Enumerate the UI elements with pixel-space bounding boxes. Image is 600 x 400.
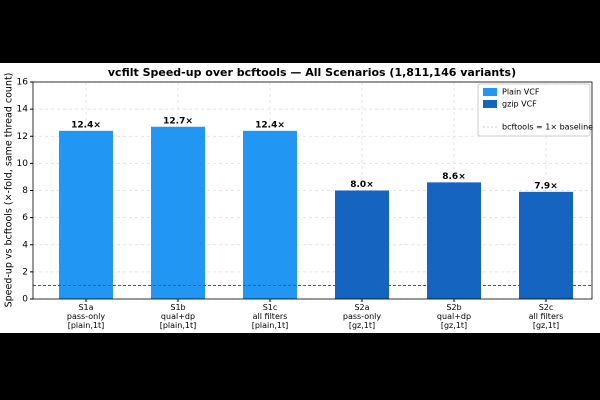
value-label: 8.6× xyxy=(442,172,465,182)
x-tick-label: S1b qual+dp [plain,1t] xyxy=(159,303,197,330)
bar xyxy=(151,126,205,299)
legend-label: gzip VCF xyxy=(502,100,537,109)
value-label: 8.0× xyxy=(350,180,373,190)
x-tick-label: S1a pass-only [plain,1t] xyxy=(66,303,106,330)
value-label: 12.4× xyxy=(71,120,101,130)
legend-label: bcftools = 1× baseline xyxy=(502,123,593,132)
bar xyxy=(335,190,389,299)
y-tick-label: 6 xyxy=(22,213,28,223)
legend-label: Plain VCF xyxy=(502,88,540,97)
x-tick-label: S2b qual+dp [gz,1t] xyxy=(436,303,472,330)
x-tick-label: S1c all filters [plain,1t] xyxy=(251,303,289,330)
y-tick-label: 8 xyxy=(22,186,28,196)
bar xyxy=(59,130,113,299)
y-tick-label: 14 xyxy=(17,105,29,115)
y-tick-label: 2 xyxy=(22,267,28,277)
legend-swatch xyxy=(483,88,497,96)
value-label: 12.4× xyxy=(255,120,285,130)
y-tick-label: 16 xyxy=(17,78,29,88)
plot-frame xyxy=(32,81,593,300)
y-tick-label: 10 xyxy=(17,159,29,169)
bar xyxy=(519,191,573,299)
legend-box xyxy=(477,83,591,137)
x-tick-label: S2a pass-only [gz,1t] xyxy=(342,303,382,330)
bar xyxy=(243,130,297,299)
chart-title: vcfilt Speed-up over bcftools — All Scen… xyxy=(108,66,516,79)
legend-swatch xyxy=(483,100,497,108)
y-axis-label: Speed-up vs bcftools (×-fold, same threa… xyxy=(4,73,15,308)
value-label: 7.9× xyxy=(534,181,557,191)
bar xyxy=(427,182,481,299)
y-tick-label: 4 xyxy=(22,240,28,250)
x-tick-label: S2c all filters [gz,1t] xyxy=(528,303,564,330)
y-tick-label: 0 xyxy=(22,295,28,305)
y-tick-label: 12 xyxy=(17,132,28,142)
value-label: 12.7× xyxy=(163,116,193,126)
